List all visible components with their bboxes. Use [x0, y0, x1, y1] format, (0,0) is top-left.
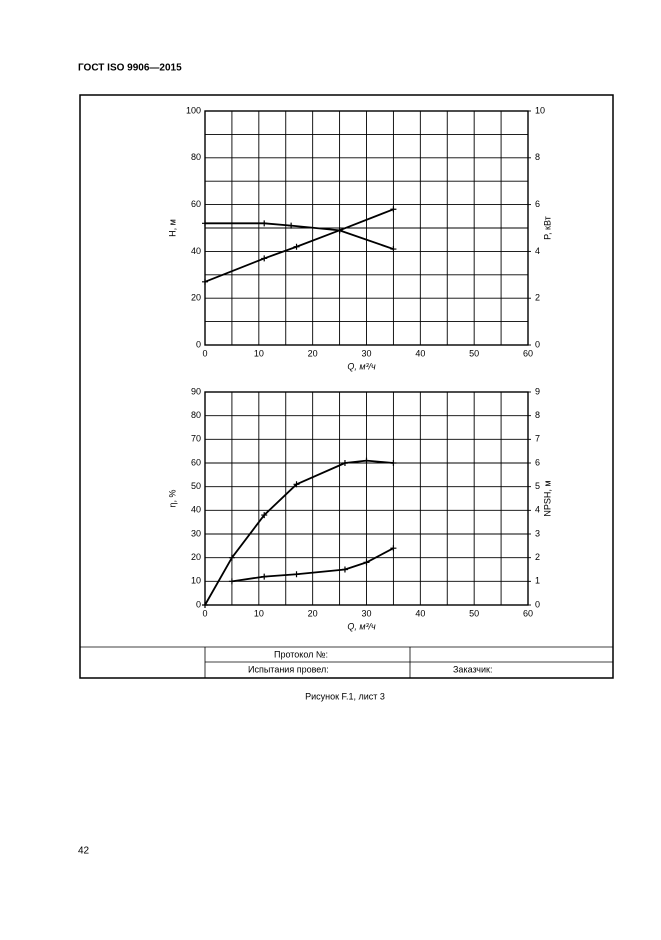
x-tick-label: 0 [202, 348, 207, 358]
data-marker [293, 571, 300, 578]
data-marker [341, 460, 348, 466]
data-marker [261, 573, 268, 580]
x-tick-label: 10 [254, 608, 264, 618]
y-tick-label: 60 [191, 457, 201, 467]
form-tested-by: Испытания провел: [248, 664, 329, 674]
x-tick-label: 10 [254, 348, 264, 358]
x-tick-label: 60 [523, 608, 533, 618]
y-tick-label: 80 [191, 410, 201, 420]
y2-tick-label: 9 [535, 386, 540, 396]
y-tick-label: 90 [191, 386, 201, 396]
x-tick-label: 40 [415, 608, 425, 618]
y-tick-label: 20 [191, 552, 201, 562]
x-tick-label: 40 [415, 348, 425, 358]
data-marker [390, 206, 397, 213]
data-marker [293, 243, 300, 250]
data-marker [202, 602, 208, 608]
y2-tick-label: 2 [535, 552, 540, 562]
y2-tick-label: 2 [535, 293, 540, 303]
data-marker [341, 566, 348, 573]
data-marker [390, 545, 397, 552]
data-marker [202, 220, 208, 227]
y2-axis-label: P, кВт [542, 216, 552, 240]
x-tick-label: 30 [361, 348, 371, 358]
data-marker [390, 246, 397, 253]
y2-tick-label: 8 [535, 410, 540, 420]
y-tick-label: 80 [191, 152, 201, 162]
data-marker [228, 578, 235, 585]
y2-tick-label: 6 [535, 199, 540, 209]
data-marker [261, 512, 268, 519]
y2-tick-label: 3 [535, 528, 540, 538]
page-number: 42 [78, 846, 90, 857]
y-tick-label: 70 [191, 434, 201, 444]
form-customer: Заказчик: [453, 664, 492, 674]
y2-tick-label: 7 [535, 434, 540, 444]
y2-tick-label: 4 [535, 246, 540, 256]
y2-tick-label: 0 [535, 599, 540, 609]
y-tick-label: 50 [191, 481, 201, 491]
series-line [204, 208, 394, 283]
caption: Рисунок F.1, лист 3 [305, 691, 385, 701]
x-tick-label: 20 [308, 348, 318, 358]
data-marker [390, 460, 397, 466]
y2-tick-label: 0 [535, 339, 540, 349]
plot-frame [204, 391, 529, 606]
series-line [231, 547, 394, 583]
data-marker [336, 227, 343, 234]
y2-tick-label: 8 [535, 152, 540, 162]
x-tick-label: 50 [469, 608, 479, 618]
header-title: ГОСТ ISO 9906—2015 [78, 63, 182, 74]
series-line [204, 459, 394, 606]
y-tick-label: 30 [191, 528, 201, 538]
x-tick-label: 20 [308, 608, 318, 618]
plot-frame [204, 110, 529, 346]
x-axis-label: Q, м³/ч [347, 621, 376, 631]
y2-axis-label: NPSH, м [542, 480, 552, 516]
x-axis-label: Q, м³/ч [347, 361, 376, 371]
y-tick-label: 0 [196, 339, 201, 349]
y-tick-label: 60 [191, 199, 201, 209]
y-tick-label: 20 [191, 293, 201, 303]
data-marker [202, 278, 208, 285]
y-axis-label: H, м [167, 219, 177, 237]
y2-tick-label: 10 [535, 105, 545, 115]
data-marker [261, 220, 268, 227]
y-tick-label: 40 [191, 246, 201, 256]
y-tick-label: 0 [196, 599, 201, 609]
x-tick-label: 30 [361, 608, 371, 618]
data-marker [261, 255, 268, 262]
y2-tick-label: 1 [535, 576, 540, 586]
frame [79, 94, 614, 679]
y-tick-label: 40 [191, 505, 201, 515]
y-tick-label: 10 [191, 576, 201, 586]
y2-tick-label: 6 [535, 457, 540, 467]
y2-tick-label: 4 [535, 505, 540, 515]
form-protocol: Протокол №: [274, 649, 328, 659]
data-marker [228, 554, 235, 561]
data-marker [363, 457, 370, 464]
x-tick-label: 60 [523, 348, 533, 358]
data-marker [288, 222, 295, 229]
y-tick-label: 100 [186, 105, 201, 115]
x-tick-label: 0 [202, 608, 207, 618]
y-axis-label: η, % [167, 489, 177, 507]
data-marker [363, 559, 370, 566]
y2-tick-label: 5 [535, 481, 540, 491]
x-tick-label: 50 [469, 348, 479, 358]
data-marker [293, 481, 300, 488]
